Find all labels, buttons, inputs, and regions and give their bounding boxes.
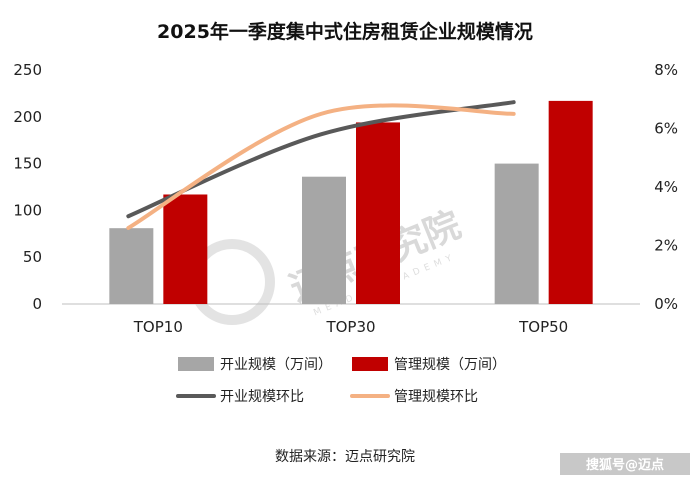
- source-note: 数据来源：迈点研究院: [275, 449, 415, 465]
- legend-label: 开业规模环比: [220, 389, 304, 405]
- y2-tick-label: 0%: [654, 295, 678, 313]
- legend: 开业规模（万间） 管理规模（万间） 开业规模环比 管理规模环比: [176, 357, 506, 405]
- plot-area: 0 50 100 150 200 250 0% 2% 4% 6% 8% TOP10 TOP30 TOP50: [13, 61, 678, 336]
- y2-tick-label: 6%: [654, 120, 678, 138]
- x-tick-label: TOP10: [133, 318, 183, 336]
- x-tick-label: TOP30: [325, 318, 375, 336]
- y-tick-label: 250: [13, 61, 42, 79]
- bar: [494, 163, 539, 304]
- y2-tick-label: 2%: [654, 237, 678, 255]
- series-line: [126, 103, 516, 230]
- corner-mark-text: 搜狐号@迈点: [586, 457, 664, 473]
- corner-mark: 搜狐号@迈点: [560, 453, 690, 475]
- bar: [302, 176, 346, 304]
- y-tick-label: 50: [23, 248, 42, 266]
- legend-label: 管理规模（万间）: [394, 357, 506, 373]
- legend-label: 管理规模环比: [394, 389, 478, 405]
- bar: [548, 100, 593, 304]
- bar: [356, 122, 400, 304]
- chart-title: 2025年一季度集中式住房租赁企业规模情况: [157, 20, 533, 43]
- y2-tick-label: 8%: [654, 61, 678, 79]
- y-tick-label: 150: [13, 155, 42, 173]
- legend-swatch: [178, 357, 214, 371]
- bar: [109, 228, 154, 304]
- legend-label: 开业规模（万间）: [220, 357, 332, 373]
- y-tick-label: 100: [13, 201, 42, 219]
- y2-tick-label: 4%: [654, 178, 678, 196]
- bar: [163, 194, 208, 304]
- y-tick-label: 0: [32, 295, 42, 313]
- x-tick-label: TOP50: [518, 318, 568, 336]
- legend-swatch: [352, 357, 388, 371]
- y-tick-label: 200: [13, 108, 42, 126]
